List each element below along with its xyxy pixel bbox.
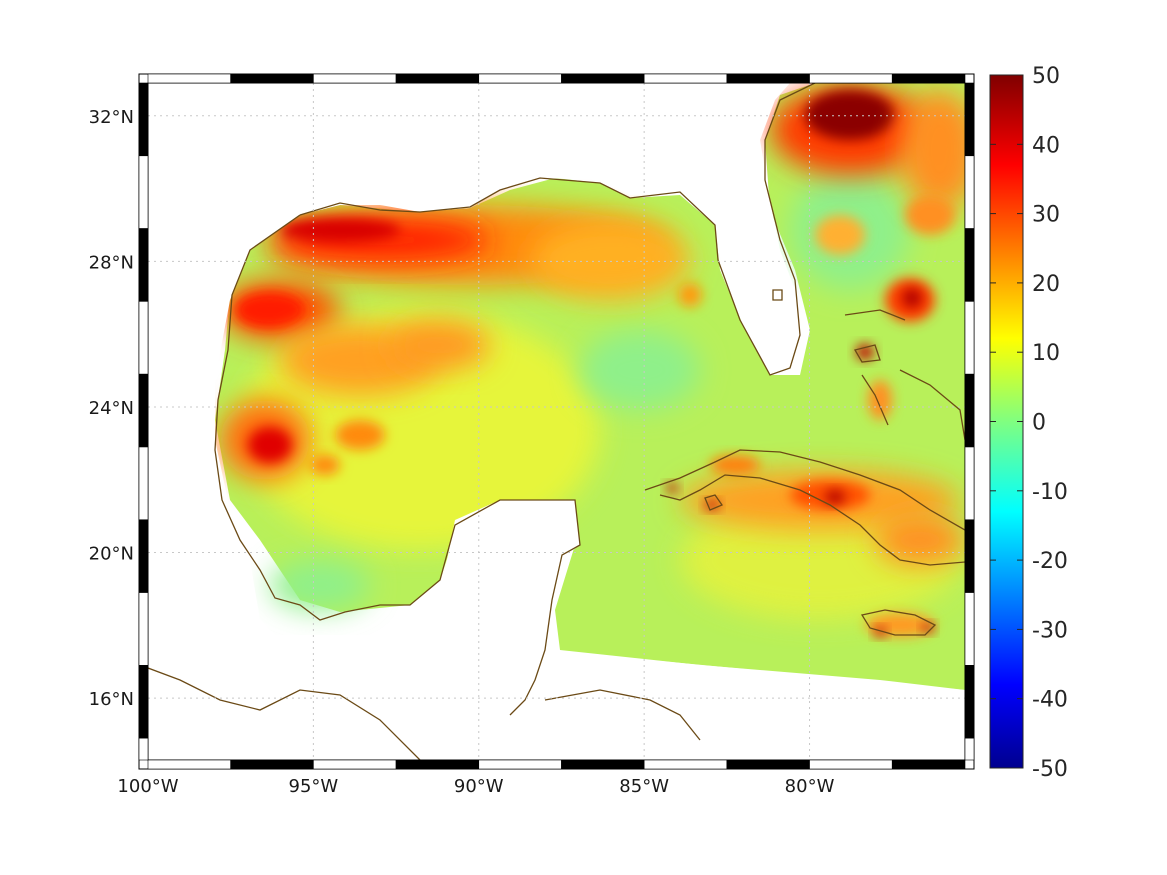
- longitude-tick-label: 90°W: [454, 776, 504, 797]
- frame-segment-bottom: [561, 759, 645, 770]
- frame-segment-left: [138, 665, 149, 739]
- data-field: [215, 83, 965, 690]
- frame-segment-top: [147, 73, 231, 84]
- colorbar-label: 40: [1032, 133, 1060, 158]
- map-grid: [148, 83, 965, 760]
- frame-segment-left: [138, 373, 149, 448]
- jamaica-coast-line: [860, 609, 937, 636]
- colorbar-tick-labels: 50 40 30 20 10 0 -10 -20 -30 -40 -50: [990, 64, 1068, 782]
- frame-segment-bottom: [147, 759, 231, 770]
- honduras-coast-line: [544, 689, 701, 741]
- frame-segment-right: [964, 301, 975, 375]
- latitude-tick-labels: 32°N 28°N 24°N 20°N 16°N: [89, 107, 134, 710]
- colorbar-label: -30: [1032, 618, 1068, 643]
- frame-segment-bottom: [809, 759, 893, 770]
- map-frame: [138, 73, 975, 770]
- colorbar-label: -50: [1032, 757, 1068, 782]
- frame-segment-top: [478, 73, 562, 84]
- frame-segment-right: [964, 228, 975, 302]
- frame-segment-left: [138, 519, 149, 593]
- bahamas-coast-line: [844, 309, 965, 441]
- frame-segment-top: [561, 73, 645, 84]
- frame-segment-left: [138, 228, 149, 302]
- colorbar-label: -20: [1032, 549, 1068, 574]
- frame-segment-top: [891, 73, 966, 84]
- central-america-coast-line: [148, 667, 421, 760]
- frame-segment-left: [138, 446, 149, 521]
- colorbar-label: 10: [1032, 341, 1060, 366]
- frame-segment-right: [964, 82, 975, 157]
- colorbar-label: -10: [1032, 480, 1068, 505]
- frame-segment-bottom: [726, 759, 810, 770]
- latitude-tick-label: 20°N: [89, 544, 134, 565]
- frame-segment-bottom: [230, 759, 314, 770]
- frame-segment-top: [809, 73, 893, 84]
- frame-segment-left: [138, 737, 149, 761]
- lake-okeechobee: [772, 289, 783, 301]
- frame-segment-top: [395, 73, 480, 84]
- latitude-tick-label: 28°N: [89, 252, 134, 273]
- frame-segment-bottom: [891, 759, 966, 770]
- frame-segment-right: [964, 592, 975, 666]
- frame-segment-right: [964, 446, 975, 521]
- frame-segment-right: [964, 155, 975, 229]
- frame-segment-right: [964, 373, 975, 448]
- latitude-tick-label: 32°N: [89, 107, 134, 128]
- cuba-coast-line: [644, 449, 965, 566]
- frame-segment-top: [643, 73, 728, 84]
- frame-segment-left: [138, 155, 149, 229]
- west-gulf-coast-line: [214, 214, 581, 716]
- gulf-coast-line: [299, 83, 816, 376]
- frame-segment-top: [230, 73, 314, 84]
- latitude-tick-label: 24°N: [89, 398, 134, 419]
- colorbar-label: -40: [1032, 688, 1068, 713]
- frame-segment-right: [964, 665, 975, 739]
- latitude-tick-label: 16°N: [89, 689, 134, 710]
- frame-segment-bottom: [395, 759, 480, 770]
- frame-segment-top: [726, 73, 810, 84]
- frame-segment-right: [964, 737, 975, 761]
- frame-segment-bottom: [643, 759, 728, 770]
- frame-segment-left: [138, 301, 149, 375]
- longitude-tick-label: 100°W: [117, 776, 178, 797]
- frame-segment-bottom: [313, 759, 397, 770]
- frame-segment-left: [138, 82, 149, 157]
- isle-of-youth-coast-line: [704, 494, 723, 511]
- frame-segment-top: [313, 73, 397, 84]
- colorbar-label: 20: [1032, 272, 1060, 297]
- longitude-tick-label: 80°W: [785, 776, 835, 797]
- longitude-tick-label: 95°W: [289, 776, 339, 797]
- coastlines: [148, 83, 965, 760]
- longitude-tick-label: 85°W: [619, 776, 669, 797]
- land-masses: [148, 83, 965, 760]
- colorbar-label: 50: [1032, 64, 1060, 89]
- colorbar-label: 0: [1032, 411, 1046, 436]
- frame-segment-left: [138, 592, 149, 666]
- frame-segment-bottom: [478, 759, 562, 770]
- colorbar-label: 30: [1032, 203, 1060, 228]
- frame-segment-right: [964, 519, 975, 593]
- longitude-tick-labels: 100°W 95°W 90°W 85°W 80°W: [117, 776, 834, 797]
